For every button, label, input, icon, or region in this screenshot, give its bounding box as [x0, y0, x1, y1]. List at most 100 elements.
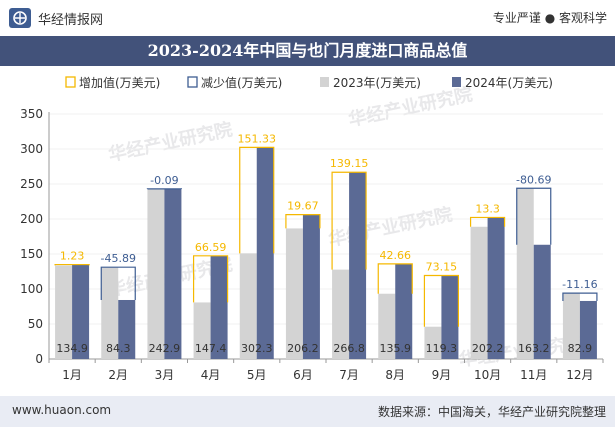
legend-label-s2024: 2024年(万美元)	[465, 76, 553, 90]
increase-marker	[423, 274, 460, 327]
value-label-2024: 302.3	[241, 342, 273, 355]
legend-swatch-decrease	[187, 76, 198, 88]
value-label-2024: 266.8	[333, 342, 365, 355]
increase-marker	[239, 146, 275, 254]
change-label: -11.16	[562, 278, 597, 291]
increase-marker	[469, 216, 506, 227]
title-bar	[0, 36, 615, 66]
value-label-2024: 242.9	[149, 342, 181, 355]
change-label: 19.67	[287, 200, 319, 213]
increase-marker	[377, 263, 413, 294]
bar-2024	[395, 263, 413, 359]
change-label: -0.09	[150, 174, 178, 187]
decrease-marker	[516, 187, 552, 245]
bar-2024	[164, 188, 182, 359]
value-label-2024: 147.4	[195, 342, 227, 355]
change-label: 13.3	[475, 202, 500, 215]
change-label: 73.15	[426, 260, 458, 273]
y-tick-label: 250	[20, 177, 43, 191]
increase-marker	[331, 171, 367, 270]
x-tick-label: 7月	[339, 368, 359, 382]
footer-source: 数据来源：中国海关，华经产业研究院整理	[377, 405, 606, 419]
bar-2024	[302, 214, 320, 359]
bar-2023	[193, 302, 211, 359]
bar-2023	[332, 269, 350, 359]
bar-2023	[147, 188, 165, 359]
value-label-2024: 202.2	[472, 342, 504, 355]
chart-grid: 0 50 100 150 200 250 300 350	[20, 107, 604, 366]
y-tick-label: 350	[20, 107, 43, 121]
change-label: 42.66	[380, 249, 412, 262]
y-tick-label: 50	[28, 317, 43, 331]
bar-2024	[256, 147, 274, 359]
change-label: 139.15	[330, 157, 369, 170]
change-label: 151.33	[238, 132, 277, 145]
chart-title: 2023-2024年中国与也门月度进口商品总值	[147, 41, 468, 60]
x-tick-label: 12月	[566, 368, 593, 382]
bar-2024	[349, 172, 367, 359]
legend-swatch-increase	[65, 76, 76, 88]
bar-2023	[101, 267, 119, 359]
change-label: 1.23	[60, 250, 85, 263]
watermark-text: 华经产业研究院	[346, 83, 474, 131]
bar-2024	[72, 264, 90, 359]
x-tick-label: 8月	[385, 368, 405, 382]
change-markers	[54, 146, 598, 327]
bar-2023	[285, 228, 303, 359]
bar-2023	[424, 326, 442, 359]
bar-2023	[378, 293, 396, 359]
decrease-marker	[100, 266, 136, 300]
y-tick-label: 100	[20, 282, 43, 296]
x-tick-label: 3月	[155, 368, 175, 382]
y-tick-label: 150	[20, 247, 43, 261]
chart-labels: 1.23 1月 134.9 -45.89 2月 84.3 -0.09 3月 242.9 66.59…	[56, 132, 597, 382]
value-label-2024: 119.3	[426, 342, 458, 355]
x-tick-label: 11月	[520, 368, 547, 382]
footer-bar	[0, 396, 615, 427]
bar-2024	[441, 275, 459, 359]
change-label: -45.89	[101, 252, 136, 265]
x-tick-label: 2月	[108, 368, 128, 382]
watermark-text: 华经产业研究院	[326, 203, 454, 251]
increase-marker	[192, 255, 229, 303]
chart-legend: 增加值(万美元) 减少值(万美元) 2023年(万美元) 2024年(万美元)	[65, 75, 553, 90]
legend-label-s2023: 2023年(万美元)	[333, 76, 421, 90]
bar-2023	[239, 253, 257, 359]
watermark-text: 华经产业研究院	[106, 118, 234, 166]
legend-label-decrease: 减少值(万美元)	[201, 75, 282, 90]
decrease-marker	[562, 292, 598, 301]
x-tick-label: 5月	[247, 368, 267, 382]
increase-marker	[54, 263, 90, 266]
x-tick-label: 10月	[474, 368, 501, 382]
legend-label-increase: 增加值(万美元)	[79, 75, 160, 90]
legend-swatch-s2023	[320, 77, 329, 87]
value-label-2024: 84.3	[106, 342, 131, 355]
bar-2024	[210, 255, 228, 359]
y-tick-label: 0	[35, 352, 43, 366]
bar-2023	[55, 265, 73, 359]
bar-2024	[118, 299, 136, 359]
y-tick-label: 300	[20, 142, 43, 156]
change-label: -80.69	[516, 173, 551, 186]
value-label-2024: 134.9	[56, 342, 88, 355]
tagline: 专业严谨 ● 客观科学	[492, 11, 607, 25]
bar-2024	[533, 244, 551, 359]
bar-2024	[579, 300, 597, 359]
bar-2023	[470, 226, 488, 359]
change-label: 66.59	[195, 241, 227, 254]
x-tick-label: 6月	[293, 368, 313, 382]
bar-2024	[487, 217, 505, 359]
chart-bars	[55, 147, 597, 359]
x-tick-label: 4月	[201, 368, 221, 382]
value-label-2024: 82.9	[568, 342, 593, 355]
x-tick-label: 9月	[432, 368, 452, 382]
top-bar: 华经情报网 专业严谨 ● 客观科学	[0, 0, 615, 36]
value-label-2024: 163.2	[518, 342, 550, 355]
huajing-logo-icon	[9, 8, 31, 28]
brand-name: 华经情报网	[38, 13, 104, 28]
bar-2023	[516, 188, 534, 359]
footer-url: www.huaon.com	[12, 403, 112, 417]
increase-marker	[285, 214, 321, 229]
legend-swatch-s2024	[452, 77, 461, 87]
x-tick-label: 1月	[62, 368, 82, 382]
